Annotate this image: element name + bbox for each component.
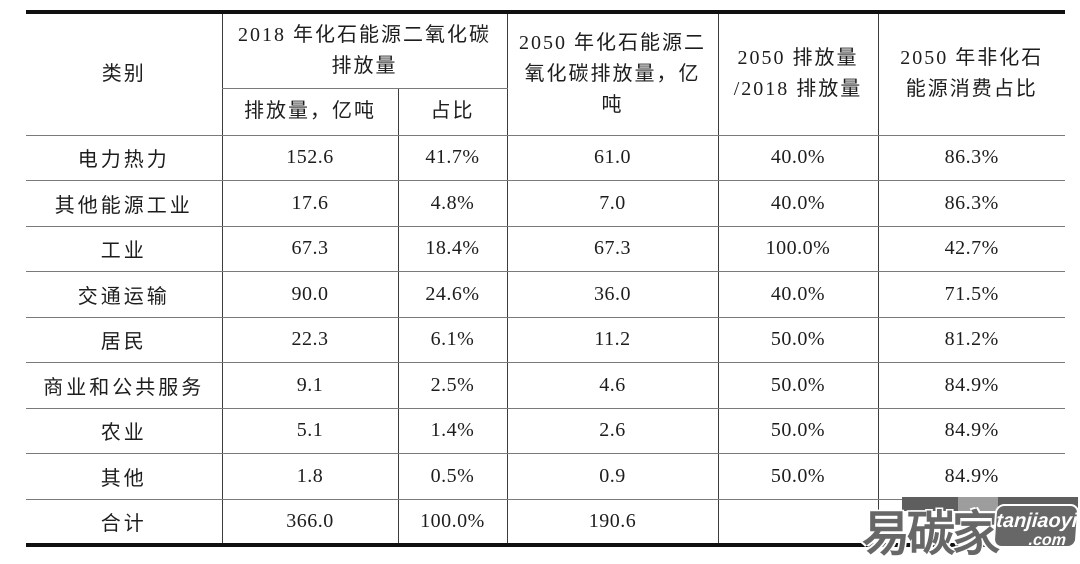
header-category: 类别 bbox=[26, 12, 222, 136]
emission-2018-cell: 67.3 bbox=[221, 226, 398, 272]
subheader-share: 占比 bbox=[397, 88, 507, 136]
ratio-cell: 50.0% bbox=[717, 317, 878, 363]
share-2018-cell: 4.8% bbox=[397, 180, 507, 227]
share-2018-cell: 41.7% bbox=[397, 135, 507, 181]
table-row: 居民 22.3 6.1% 11.2 50.0% 81.2% bbox=[26, 317, 1065, 363]
ratio-cell: 100.0% bbox=[717, 226, 878, 272]
table-header: 类别 2018 年化石能源二氧化碳 排放量 2050 年化石能源二 氧化碳排放量… bbox=[26, 12, 1065, 136]
share-2018-cell: 0.5% bbox=[397, 453, 507, 500]
emission-2018-cell: 90.0 bbox=[221, 271, 398, 318]
emission-2050-cell: 36.0 bbox=[506, 271, 718, 318]
share-2018-cell: 100.0% bbox=[397, 499, 507, 545]
emission-2018-cell: 152.6 bbox=[221, 135, 398, 181]
nonfossil-cell: 86.3% bbox=[877, 135, 1065, 181]
share-2018-cell: 1.4% bbox=[397, 408, 507, 454]
header-nonfossil-share: 2050 年非化石 能源消费占比 bbox=[877, 12, 1065, 136]
emission-2050-cell: 61.0 bbox=[506, 135, 718, 181]
emission-2018-cell: 366.0 bbox=[221, 499, 398, 545]
share-2018-cell: 2.5% bbox=[397, 362, 507, 409]
ratio-cell: 40.0% bbox=[717, 135, 878, 181]
nonfossil-cell: 86.3% bbox=[877, 180, 1065, 227]
share-2018-cell: 6.1% bbox=[397, 317, 507, 363]
share-2018-cell: 18.4% bbox=[397, 226, 507, 272]
table-row: 电力热力 152.6 41.7% 61.0 40.0% 86.3% bbox=[26, 135, 1065, 181]
category-cell: 合计 bbox=[26, 499, 222, 545]
ratio-cell: 50.0% bbox=[717, 408, 878, 454]
emission-2018-cell: 17.6 bbox=[221, 180, 398, 227]
table-row: 工业 67.3 18.4% 67.3 100.0% 42.7% bbox=[26, 226, 1065, 272]
header-group-2018: 2018 年化石能源二氧化碳 排放量 bbox=[221, 12, 507, 89]
nonfossil-cell: 84.9% bbox=[877, 453, 1065, 500]
table-row: 合计 366.0 100.0% 190.6 bbox=[26, 499, 1065, 545]
table-row: 交通运输 90.0 24.6% 36.0 40.0% 71.5% bbox=[26, 271, 1065, 318]
table-row: 其他能源工业 17.6 4.8% 7.0 40.0% 86.3% bbox=[26, 180, 1065, 227]
table-row: 其他 1.8 0.5% 0.9 50.0% 84.9% bbox=[26, 453, 1065, 500]
header-2050-emission: 2050 年化石能源二 氧化碳排放量，亿 吨 bbox=[506, 12, 718, 136]
emission-2050-cell: 2.6 bbox=[506, 408, 718, 454]
nonfossil-cell bbox=[877, 499, 1065, 545]
nonfossil-cell: 84.9% bbox=[877, 362, 1065, 409]
emission-2050-cell: 0.9 bbox=[506, 453, 718, 500]
table-row: 商业和公共服务 9.1 2.5% 4.6 50.0% 84.9% bbox=[26, 362, 1065, 409]
emission-2050-cell: 7.0 bbox=[506, 180, 718, 227]
table-body: 电力热力 152.6 41.7% 61.0 40.0% 86.3% 其他能源工业… bbox=[26, 135, 1065, 545]
nonfossil-cell: 71.5% bbox=[877, 271, 1065, 318]
category-cell: 电力热力 bbox=[26, 135, 222, 181]
ratio-cell: 50.0% bbox=[717, 362, 878, 409]
ratio-cell: 50.0% bbox=[717, 453, 878, 500]
table-row: 农业 5.1 1.4% 2.6 50.0% 84.9% bbox=[26, 408, 1065, 454]
subheader-emission-amount: 排放量，亿吨 bbox=[221, 88, 398, 136]
header-row-sub: 排放量，亿吨 占比 bbox=[26, 88, 1065, 136]
nonfossil-cell: 84.9% bbox=[877, 408, 1065, 454]
nonfossil-cell: 42.7% bbox=[877, 226, 1065, 272]
category-cell: 其他 bbox=[26, 453, 222, 500]
header-row-group: 类别 2018 年化石能源二氧化碳 排放量 2050 年化石能源二 氧化碳排放量… bbox=[26, 12, 1065, 136]
emission-2050-cell: 11.2 bbox=[506, 317, 718, 363]
emission-2050-cell: 190.6 bbox=[506, 499, 718, 545]
nonfossil-cell: 81.2% bbox=[877, 317, 1065, 363]
share-2018-cell: 24.6% bbox=[397, 271, 507, 318]
emission-2018-cell: 9.1 bbox=[221, 362, 398, 409]
category-cell: 商业和公共服务 bbox=[26, 362, 222, 409]
emission-2050-cell: 4.6 bbox=[506, 362, 718, 409]
emission-2018-cell: 22.3 bbox=[221, 317, 398, 363]
emission-2018-cell: 5.1 bbox=[221, 408, 398, 454]
emission-2018-cell: 1.8 bbox=[221, 453, 398, 500]
header-ratio-2050-2018: 2050 排放量 /2018 排放量 bbox=[717, 12, 878, 136]
category-cell: 农业 bbox=[26, 408, 222, 454]
category-cell: 交通运输 bbox=[26, 271, 222, 318]
category-cell: 其他能源工业 bbox=[26, 180, 222, 227]
emission-2050-cell: 67.3 bbox=[506, 226, 718, 272]
ratio-cell: 40.0% bbox=[717, 271, 878, 318]
category-cell: 工业 bbox=[26, 226, 222, 272]
emissions-table: 类别 2018 年化石能源二氧化碳 排放量 2050 年化石能源二 氧化碳排放量… bbox=[26, 10, 1065, 547]
ratio-cell: 40.0% bbox=[717, 180, 878, 227]
category-cell: 居民 bbox=[26, 317, 222, 363]
ratio-cell bbox=[717, 499, 878, 545]
